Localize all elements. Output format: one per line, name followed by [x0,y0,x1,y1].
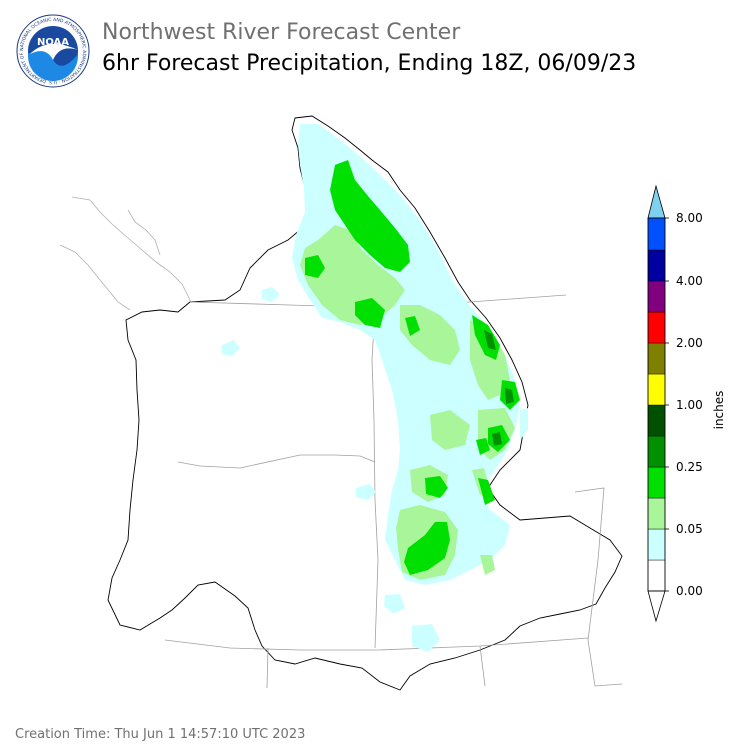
colorbar-bin [647,466,666,499]
logo-text: NOAA [37,37,69,48]
colorbar-bin [647,373,666,406]
colorbar-tick-label: 2.00 [676,336,703,350]
colorbar-bottom-extend [647,590,666,623]
colorbar-top-extend [647,184,666,219]
colorbar-bin [647,342,666,375]
colorbar-tick-label: 0.00 [676,584,703,598]
colorbar-tick-label: 8.00 [676,211,703,225]
colorbar-bin [647,311,666,344]
precip-dark-green [484,330,514,446]
creation-time: Creation Time: Thu Jun 1 14:57:10 UTC 20… [15,727,306,742]
colorbar-bin [647,280,666,313]
colorbar-bin [647,528,666,561]
noaa-logo-icon: NATIONAL OCEANIC AND ATMOSPHERIC ADMINIS… [14,10,90,88]
organization-name: Northwest River Forecast Center [102,20,461,45]
colorbar-tick-label: 0.25 [676,460,703,474]
colorbar-bin [647,404,666,437]
colorbar-bin [647,435,666,468]
colorbar-bin [647,497,666,530]
colorbar-tick-label: 4.00 [676,274,703,288]
precipitation-colorbar: 0.00 0.05 0.25 1.00 2.00 4.00 8.00 inche… [647,184,726,623]
map-title: 6hr Forecast Precipitation, Ending 18Z, … [102,51,637,76]
colorbar-bin [647,559,666,592]
precipitation-map [59,115,623,691]
colorbar-bin [647,217,666,251]
colorbar-tick-label: 1.00 [676,398,703,412]
colorbar-unit-label: inches [712,391,726,430]
precip-bright-green [305,160,520,575]
noaa-logo: NATIONAL OCEANIC AND ATMOSPHERIC ADMINIS… [14,10,90,88]
colorbar-tick-label: 0.05 [676,522,703,536]
colorbar-bin [647,249,666,282]
